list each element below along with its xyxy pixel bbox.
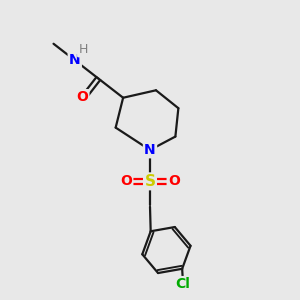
Text: S: S — [145, 174, 155, 189]
Text: O: O — [120, 174, 132, 188]
Text: O: O — [168, 174, 180, 188]
Text: O: O — [76, 90, 88, 104]
Text: Cl: Cl — [175, 277, 190, 291]
Text: H: H — [78, 43, 88, 56]
Text: N: N — [144, 143, 156, 157]
Text: N: N — [69, 53, 81, 67]
